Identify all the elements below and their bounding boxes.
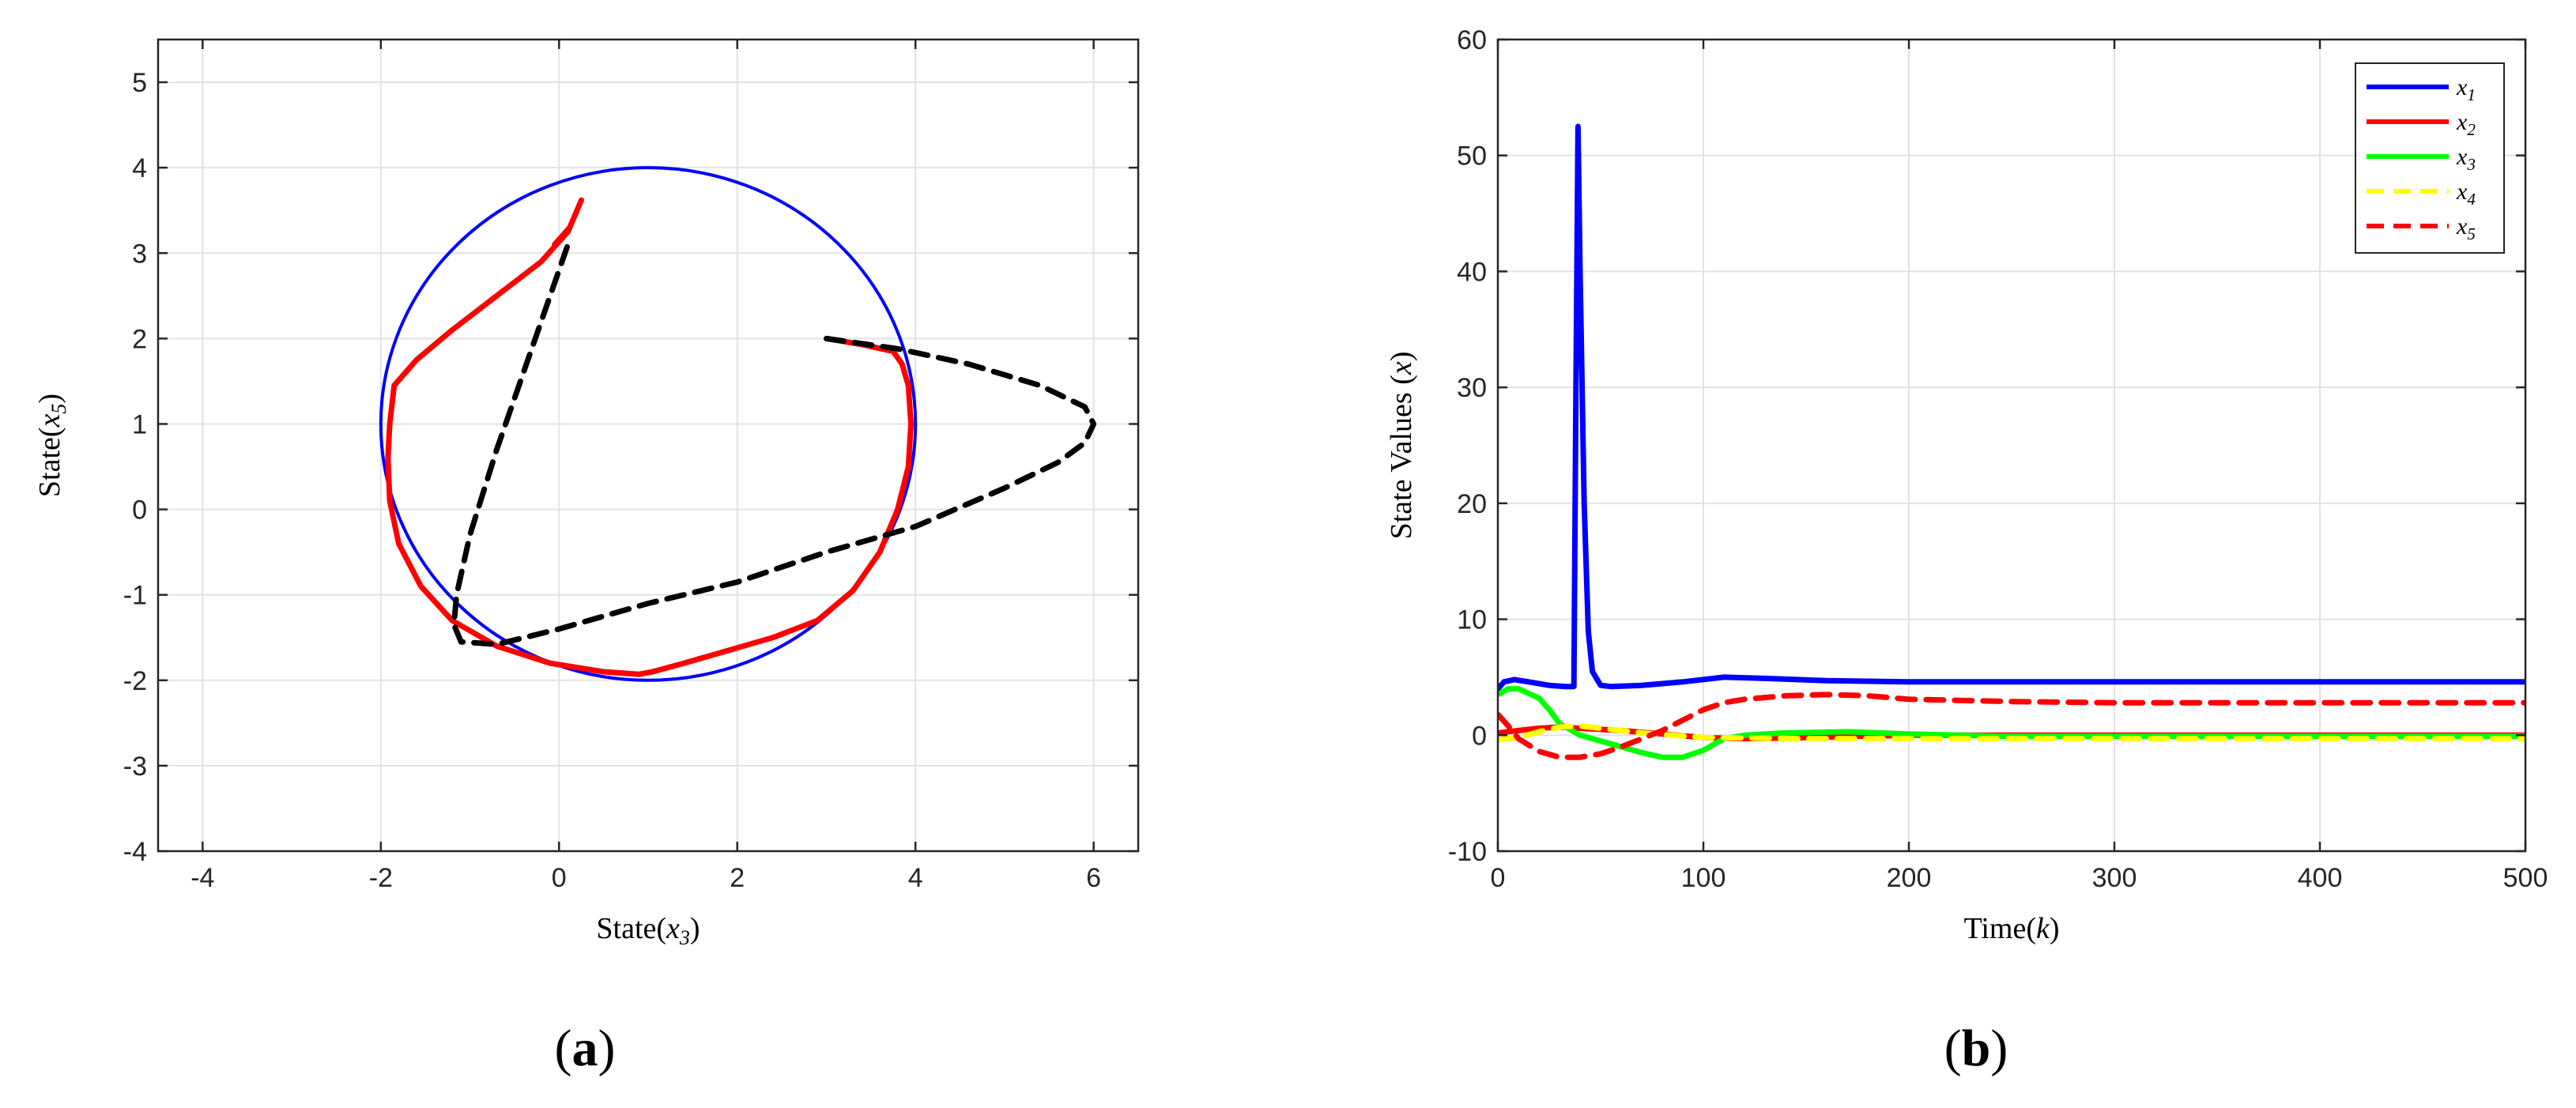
series-line-path-1	[385, 197, 914, 677]
series-line-x1	[1498, 123, 2525, 692]
x-tick-label: 400	[2298, 863, 2343, 893]
x-tick-label: 0	[552, 863, 567, 893]
y-tick-label: 4	[132, 153, 147, 183]
legend-label-x5: x5	[2456, 213, 2476, 243]
legend: x1 x2 x3 x4 x5	[2355, 62, 2505, 254]
plot-area	[379, 166, 1097, 682]
y-tick-label: -1	[123, 581, 147, 611]
y-tick-label: -3	[123, 752, 147, 782]
x-tick-label: 6	[1086, 863, 1101, 893]
y-tick-label: 10	[1457, 605, 1487, 635]
x-tick-label: 300	[2092, 863, 2137, 893]
chart-panel-a: -4 -2 0 2 4 6 -4 -3 -2 -1 0 1 2 3 4 5 State(x3) State(x5)	[33, 38, 1140, 949]
series-line-path-2	[451, 242, 1097, 647]
y-tick-label: 30	[1457, 373, 1487, 403]
legend-label-x1: x1	[2456, 74, 2476, 104]
series-line-x5	[1498, 692, 2525, 760]
x-tick-label: -2	[369, 863, 393, 893]
y-tick-label: -2	[123, 666, 147, 696]
y-tick-label: 3	[132, 239, 147, 269]
y-axis-label: State(x5)	[33, 394, 70, 497]
y-tick-label: 40	[1457, 257, 1487, 287]
panel-label-b: (b)	[1944, 1019, 2008, 1077]
y-tick-label: 1	[132, 409, 147, 439]
plot-area	[1498, 123, 2525, 760]
axes-frame	[1496, 38, 2527, 853]
y-tick-label: -10	[1448, 837, 1487, 867]
series-line-x3	[1498, 686, 2525, 760]
y-tick-label: 50	[1457, 141, 1487, 171]
x-tick-label: 4	[908, 863, 923, 893]
x-tick-label: 0	[1491, 863, 1506, 893]
x-tick-label: 100	[1681, 863, 1726, 893]
legend-label-x3: x3	[2456, 144, 2476, 174]
panel-label-a: (a)	[555, 1019, 616, 1077]
y-tick-label: 60	[1457, 25, 1487, 55]
legend-label-x4: x4	[2456, 179, 2476, 209]
y-tick-label: -4	[123, 837, 147, 867]
series-circle	[379, 166, 918, 682]
y-tick-label: 5	[132, 68, 147, 98]
y-tick-label: 0	[132, 496, 147, 526]
x-tick-label: 2	[730, 863, 745, 893]
x-tick-label: 200	[1887, 863, 1932, 893]
series-line-x4	[1498, 723, 2525, 743]
legend-label-x2: x2	[2456, 109, 2476, 139]
x-tick-label: -4	[190, 863, 214, 893]
x-axis-label: Time(k)	[1963, 912, 2059, 945]
x-axis-label: State(x3)	[596, 912, 700, 949]
y-tick-label: 2	[132, 324, 147, 354]
y-tick-label: 20	[1457, 489, 1487, 519]
chart-panel-b: 0 100 200 300 400 500-100102030405060Time(k)S…	[1385, 25, 2548, 945]
y-axis-label: State Values (x)	[1385, 352, 1418, 540]
x-tick-label: 500	[2503, 863, 2548, 893]
y-tick-label: 0	[1472, 721, 1487, 751]
axes-frame	[157, 38, 1140, 853]
